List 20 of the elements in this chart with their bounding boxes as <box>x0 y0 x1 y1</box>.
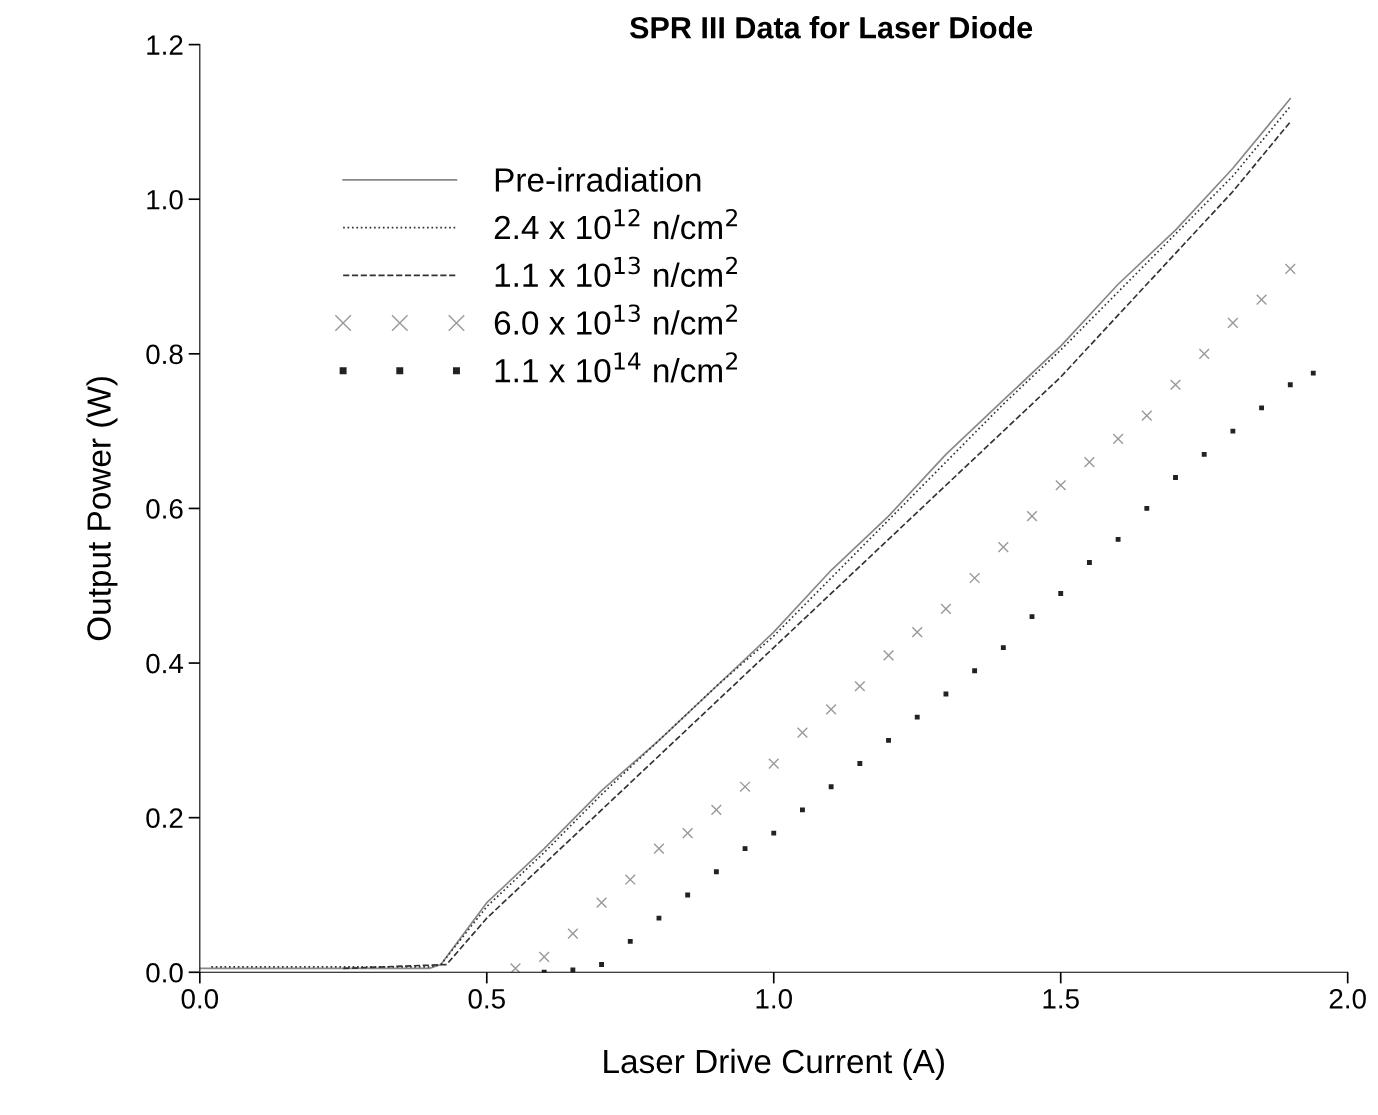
y-tick-label: 1.2 <box>147 35 183 55</box>
legend-label: Pre-irradiation <box>495 167 701 192</box>
y-tick-label: 0.4 <box>146 653 184 674</box>
x-tick-label: 0.5 <box>468 988 505 1009</box>
legend-label: 1.1 x 10$^{13}$ n/cm$^{2}$ <box>495 256 737 288</box>
y-tick-label: 0.2 <box>146 808 183 829</box>
legend-label: 6.0 x 10$^{13}$ n/cm$^{2}$ <box>494 304 737 335</box>
legend-label: 1.1 x 10$^{14}$ n/cm$^{2}$ <box>495 352 737 383</box>
chart-title: SPR III Data for Laser Diode <box>629 16 1033 39</box>
x-axis-title: Laser Drive Current (A) <box>604 1048 944 1080</box>
y-tick-label: 0.0 <box>146 962 183 983</box>
legend-label: 2.4 x 10$^{12}$ n/cm$^{2}$ <box>494 208 737 240</box>
x-tick-label: 1.5 <box>1043 989 1079 1009</box>
y-tick-label: 0.6 <box>146 499 183 519</box>
x-tick-label: 0.0 <box>181 988 219 1009</box>
y-axis-title: Output Power (W) <box>86 377 118 641</box>
x-tick-label: 2.0 <box>1329 988 1366 1009</box>
y-tick-label: 0.8 <box>146 344 183 365</box>
y-tick-label: 1.0 <box>147 189 183 210</box>
x-tick-label: 1.0 <box>756 988 792 1009</box>
